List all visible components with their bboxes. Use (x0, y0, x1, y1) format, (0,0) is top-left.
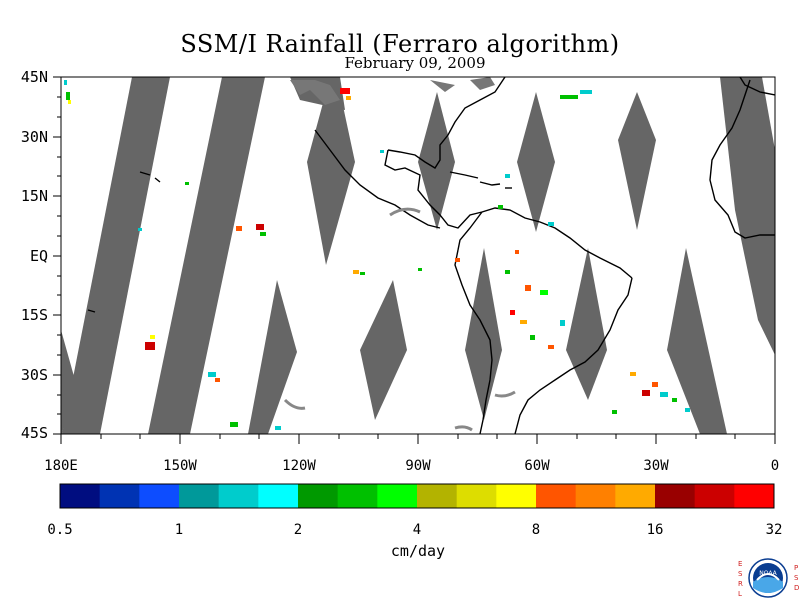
colorbar-tick-4: 4 (412, 522, 422, 538)
lon-ticks (60, 434, 776, 444)
colorbar-swatch (655, 484, 696, 508)
lon-label-30w: 30W (643, 458, 669, 474)
colorbar-tick-32: 32 (765, 522, 783, 538)
logo-letter-r: R (738, 580, 743, 588)
logo-letter-e: E (738, 560, 743, 568)
lat-label-45s: 45S (20, 424, 48, 442)
colorbar-tick-16: 16 (646, 522, 664, 538)
colorbar-swatch (218, 484, 259, 508)
logo-letter-p: P (794, 564, 799, 572)
lat-ticks (53, 76, 61, 435)
lat-label-30s: 30S (20, 366, 48, 384)
logo-letter-s: S (738, 570, 743, 578)
colorbar-swatch (179, 484, 220, 508)
colorbar-swatch (298, 484, 339, 508)
swath-gaps (61, 77, 775, 434)
colorbar-tick-8: 8 (531, 522, 541, 538)
colorbar-swatch (536, 484, 577, 508)
lon-label-180e: 180E (44, 458, 78, 474)
colorbar-swatch (734, 484, 775, 508)
coastlines (87, 77, 775, 434)
orbit-arcs (283, 207, 516, 432)
colorbar-swatches (60, 484, 775, 508)
lon-label-150w: 150W (163, 458, 197, 474)
map-title: SSM/I Rainfall (Ferraro algorithm) (180, 30, 620, 58)
logo-letter-l: L (738, 590, 742, 598)
map-content (61, 77, 775, 434)
noaa-text: NOAA (759, 570, 777, 577)
lat-label-eq: EQ (29, 247, 48, 265)
map-subtitle: February 09, 2009 (344, 54, 486, 72)
colorbar-swatch (337, 484, 378, 508)
colorbar-tick-2: 2 (293, 522, 303, 538)
colorbar-tick-1: 1 (174, 522, 184, 538)
colorbar-swatch (60, 484, 101, 508)
logo-letter-d: D (794, 584, 800, 592)
colorbar-swatch (615, 484, 656, 508)
colorbar-swatch (694, 484, 735, 508)
esrl-psd-noaa-logo: E S R L NOAA P S D (734, 556, 800, 600)
colorbar-swatch (575, 484, 616, 508)
colorbar-tick-0.5: 0.5 (47, 522, 73, 538)
colorbar-swatch (496, 484, 537, 508)
colorbar-units: cm/day (390, 542, 446, 560)
rainfall-echoes (64, 80, 690, 430)
lon-label-90w: 90W (405, 458, 431, 474)
colorbar-swatch (417, 484, 458, 508)
colorbar-swatch (99, 484, 140, 508)
lon-label-0: 0 (770, 458, 780, 474)
lon-label-60w: 60W (524, 458, 550, 474)
colorbar-frame (59, 483, 775, 509)
lat-label-15n: 15N (20, 187, 48, 205)
lon-label-120w: 120W (282, 458, 316, 474)
lat-label-15s: 15S (20, 306, 48, 324)
lat-label-30n: 30N (20, 128, 48, 146)
colorbar-swatch (456, 484, 497, 508)
colorbar-swatch (258, 484, 299, 508)
land-patches (290, 77, 495, 105)
colorbar-swatch (377, 484, 418, 508)
colorbar-swatch (139, 484, 180, 508)
noaa-emblem: NOAA (748, 558, 788, 598)
logo-letter-s2: S (794, 574, 799, 582)
lat-label-45n: 45N (20, 68, 48, 86)
